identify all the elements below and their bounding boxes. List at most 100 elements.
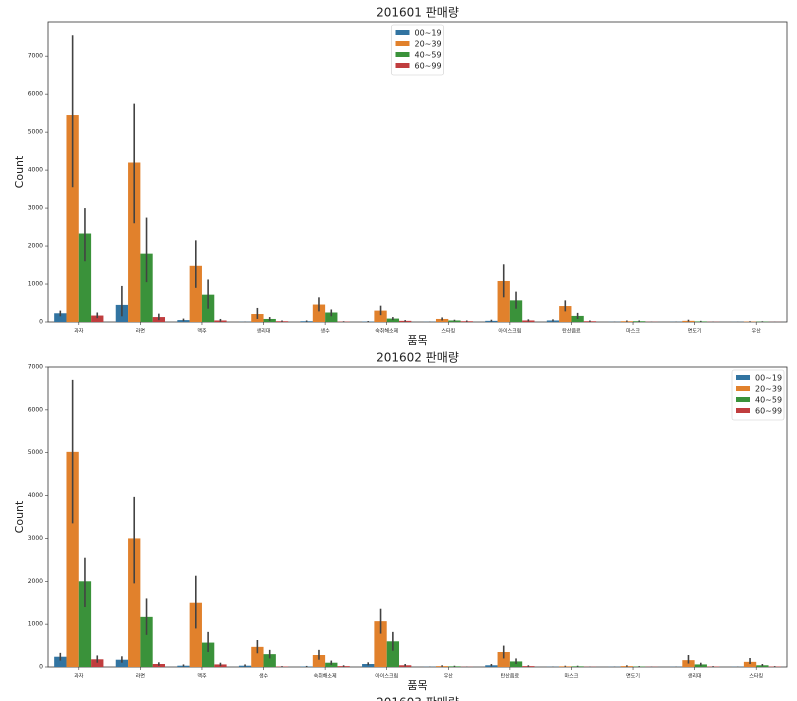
legend-label: 60~99: [755, 407, 782, 416]
legend-swatch: [395, 41, 410, 46]
y-axis-label: Count: [13, 155, 26, 188]
y-tick-label: 6000: [28, 91, 43, 98]
bar: [140, 253, 153, 322]
x-tick-label: 아이스크림: [375, 673, 398, 680]
x-tick-label: 탄산음료: [501, 673, 520, 680]
bar: [78, 581, 92, 667]
bar: [362, 664, 375, 667]
y-tick-label: 7000: [28, 364, 43, 371]
y-axis-label: Count: [13, 500, 26, 533]
y-tick-label: 5000: [28, 449, 43, 456]
legend-box: [731, 369, 785, 421]
bar: [743, 661, 757, 667]
chart-title: 201602 판매량: [376, 351, 459, 365]
x-tick-label: 마스크: [565, 673, 579, 680]
plot-area: [47, 21, 788, 323]
legend-swatch: [395, 63, 410, 68]
y-tick-label: 3000: [28, 205, 43, 212]
x-axis-label: 품목: [407, 679, 427, 692]
bar: [497, 280, 510, 322]
x-tick-label: 과자: [74, 328, 84, 335]
bar: [66, 451, 79, 667]
x-axis-label: 품목: [407, 334, 427, 347]
plot-area: [47, 366, 788, 668]
y-tick-label: 5000: [28, 129, 43, 136]
x-tick-label: 라면: [136, 673, 146, 680]
legend-label: 40~59: [415, 51, 442, 60]
bar: [386, 318, 400, 322]
bar: [189, 265, 202, 322]
bar: [128, 162, 141, 322]
bar: [374, 310, 387, 322]
x-tick-label: 맥주: [197, 328, 207, 335]
y-tick-label: 0: [39, 664, 43, 671]
x-tick-label: 면도기: [626, 673, 640, 680]
bar: [509, 661, 523, 667]
x-tick-label: 우산: [752, 328, 762, 335]
y-tick-label: 6000: [28, 406, 43, 413]
bar: [263, 654, 276, 667]
bar: [559, 306, 572, 322]
bar: [374, 621, 387, 667]
bar: [509, 300, 523, 322]
bar: [312, 304, 326, 322]
legend-box: [391, 24, 444, 76]
legend-swatch: [395, 30, 410, 35]
bar: [140, 616, 153, 667]
y-tick-label: 1000: [28, 281, 43, 288]
chart-title: 201601 판매량: [376, 6, 459, 20]
chart-title: 201603 판매량: [376, 696, 459, 701]
x-tick-label: 면도기: [688, 328, 702, 335]
legend-label: 20~39: [755, 385, 782, 394]
x-tick-label: 라면: [136, 328, 146, 335]
y-tick-label: 1000: [28, 621, 43, 628]
x-tick-label: 우산: [444, 673, 454, 680]
x-tick-label: 생리대: [688, 673, 702, 680]
y-tick-label: 4000: [28, 492, 43, 499]
bar: [497, 652, 510, 667]
y-tick-label: 2000: [28, 578, 43, 585]
legend-swatch: [395, 52, 410, 57]
bar: [189, 602, 202, 667]
bar: [325, 312, 338, 322]
x-tick-label: 스타킹: [749, 673, 763, 680]
bar: [78, 233, 92, 322]
legend-label: 00~19: [415, 29, 442, 38]
bar: [386, 641, 400, 667]
y-tick-label: 7000: [28, 53, 43, 60]
bar: [91, 659, 104, 667]
x-tick-label: 숙취해소제: [375, 328, 398, 335]
legend-swatch: [736, 408, 750, 413]
x-tick-label: 생수: [259, 673, 269, 680]
legend-label: 40~59: [755, 396, 782, 405]
legend: 00~19 20~39 40~59 60~99: [731, 369, 785, 421]
x-tick-label: 과자: [74, 673, 84, 680]
bar: [54, 313, 67, 322]
x-tick-label: 맥주: [197, 673, 207, 680]
y-tick-label: 0: [39, 319, 43, 326]
bar: [251, 646, 264, 667]
x-tick-label: 생리대: [257, 328, 271, 335]
bar: [115, 659, 129, 667]
legend-swatch: [736, 386, 750, 391]
bar: [66, 115, 79, 323]
legend-label: 20~39: [415, 40, 442, 49]
bar: [312, 655, 326, 667]
bar: [91, 315, 104, 322]
x-tick-label: 마스크: [626, 328, 640, 335]
x-tick-label: 탄산음료: [562, 328, 581, 335]
x-tick-label: 숙취해소제: [314, 673, 337, 680]
bar: [325, 662, 338, 667]
y-tick-label: 4000: [28, 167, 43, 174]
legend-swatch: [736, 397, 750, 402]
bar: [201, 642, 215, 667]
bar: [54, 656, 67, 667]
x-tick-label: 생수: [321, 328, 331, 335]
legend-label: 00~19: [755, 374, 782, 383]
legend-label: 60~99: [415, 62, 442, 71]
y-tick-label: 3000: [28, 535, 43, 542]
legend: 00~19 20~39 40~59 60~99: [391, 24, 444, 76]
x-tick-label: 아이스크림: [498, 328, 521, 335]
x-tick-label: 스타킹: [441, 328, 455, 335]
